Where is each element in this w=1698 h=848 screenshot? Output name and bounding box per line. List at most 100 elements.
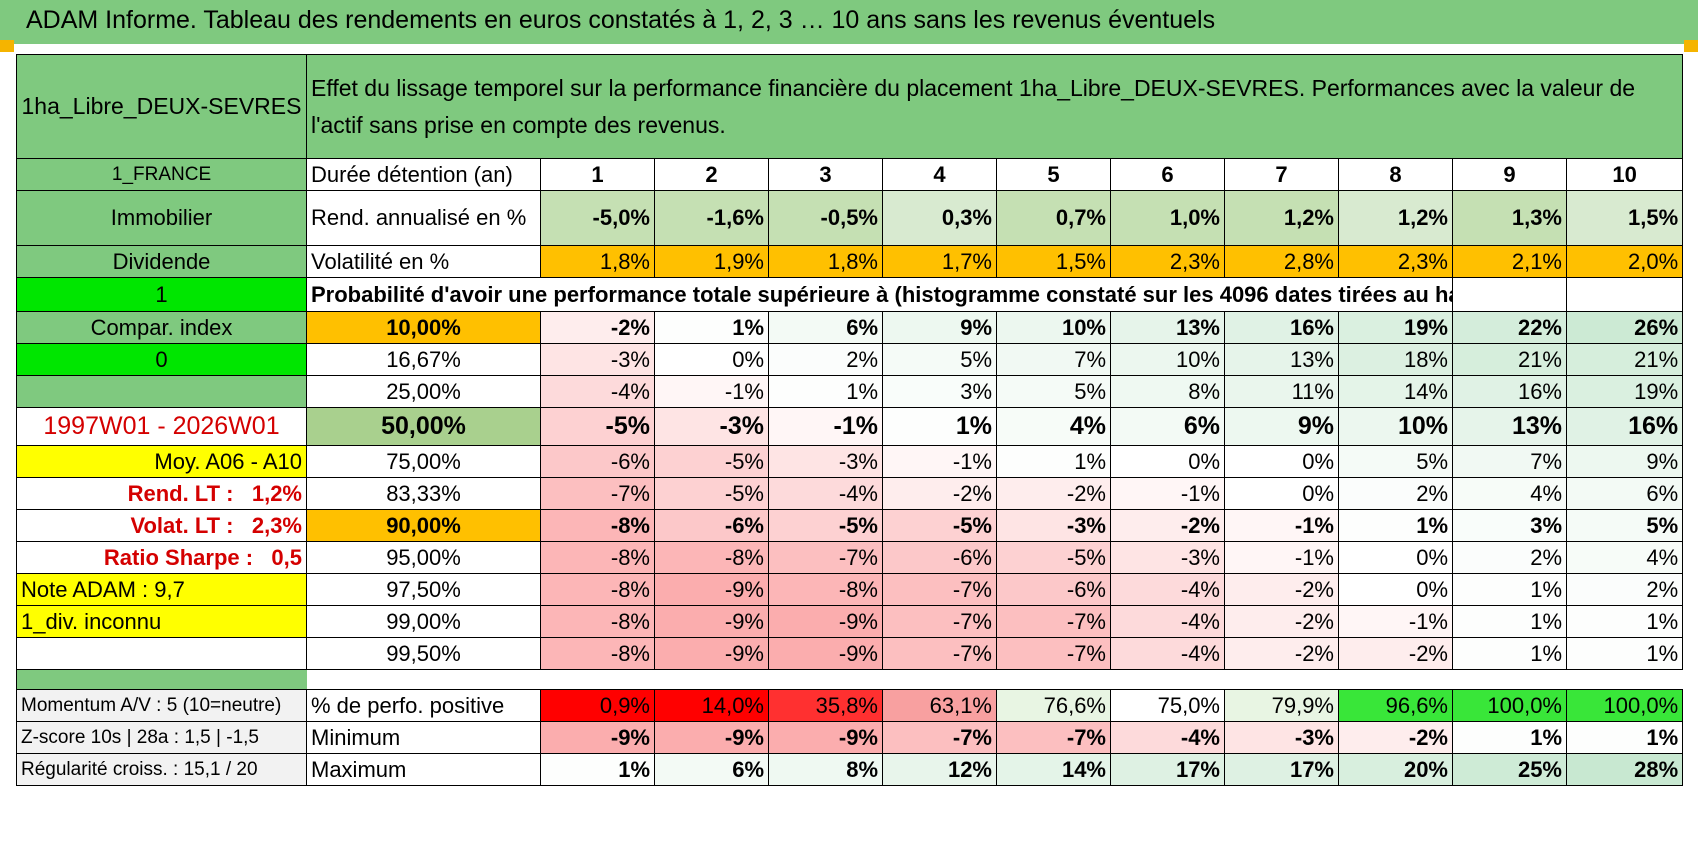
prob-threshold: 75,00% xyxy=(306,445,541,478)
year-header: 10 xyxy=(1565,158,1684,191)
prob-value: -5% xyxy=(996,541,1111,574)
spacer-row xyxy=(16,669,1683,690)
sharpe: Ratio Sharpe : 0,5 xyxy=(16,541,307,574)
prob-threshold: 99,00% xyxy=(306,605,541,638)
prob-value: -7% xyxy=(882,637,997,670)
prob-value: -9% xyxy=(654,573,769,606)
max-value: 17% xyxy=(1224,753,1339,786)
prob-value: 16% xyxy=(1565,407,1684,446)
prob-value: 1% xyxy=(1452,637,1567,670)
prob-threshold: 95,00% xyxy=(306,541,541,574)
prob-value: -1% xyxy=(768,407,883,446)
prob-value: -2% xyxy=(996,477,1111,510)
pos-value: 14,0% xyxy=(654,689,769,722)
max-value: 25% xyxy=(1452,753,1567,786)
empty-label xyxy=(16,375,307,408)
max-value: 28% xyxy=(1565,753,1684,786)
prob-value: 10% xyxy=(1338,407,1453,446)
year-header: 9 xyxy=(1452,158,1567,191)
prob-row: Volat. LT : 2,3% 90,00% -8% -6% -5% -5% -3% -2%… xyxy=(16,509,1684,542)
prob-value: -2% xyxy=(1110,509,1225,542)
prob-value: -1% xyxy=(1338,605,1453,638)
prob-value: 22% xyxy=(1452,311,1567,344)
prob-row: Note ADAM : 9,7 97,50% -8% -9% -8% -7% -6% -4% -… xyxy=(16,573,1684,606)
prob-value: 9% xyxy=(1224,407,1339,446)
prob-value: -8% xyxy=(768,573,883,606)
flag-0: 0 xyxy=(16,343,307,376)
max-value: 12% xyxy=(882,753,997,786)
prob-value: -8% xyxy=(540,573,655,606)
min-value: -7% xyxy=(996,721,1111,754)
prob-value: 0% xyxy=(1224,477,1339,510)
compar-label: Compar. index xyxy=(16,311,307,344)
year-header: 8 xyxy=(1338,158,1453,191)
prob-value: -1% xyxy=(654,375,769,408)
vol-label: Volatilité en % xyxy=(306,245,541,278)
header-row: 1ha_Libre_DEUX-SEVRES Effet du lissage te… xyxy=(16,54,1684,159)
prob-value: -4% xyxy=(1110,605,1225,638)
prob-value: 7% xyxy=(1452,445,1567,478)
pos-value: 100,0% xyxy=(1565,689,1684,722)
prob-value: 1% xyxy=(996,445,1111,478)
prob-heading-row: 1 Probabilité d'avoir une performance tot… xyxy=(16,277,1684,312)
prob-value: -2% xyxy=(1224,573,1339,606)
prob-row: 1997W01 - 2026W01 50,00% -5% -3% -1% 1% 4% 6% 9%… xyxy=(16,407,1684,446)
prob-value: 0% xyxy=(1338,573,1453,606)
pos-value: 35,8% xyxy=(768,689,883,722)
pos-value: 79,9% xyxy=(1224,689,1339,722)
prob-value: 13% xyxy=(1110,311,1225,344)
prob-value: 13% xyxy=(1452,407,1567,446)
prob-value: -1% xyxy=(1224,541,1339,574)
prob-value: -8% xyxy=(540,605,655,638)
rend-value: 0,3% xyxy=(882,190,997,246)
prob-value: 1% xyxy=(1565,605,1684,638)
vol-value: 1,9% xyxy=(654,245,769,278)
prob-value: 5% xyxy=(1565,509,1684,542)
prob-value: -4% xyxy=(1110,573,1225,606)
pos-value: 76,6% xyxy=(996,689,1111,722)
prob-value: 5% xyxy=(996,375,1111,408)
prob-value: -8% xyxy=(654,541,769,574)
prob-value: -4% xyxy=(1110,637,1225,670)
prob-value: 0% xyxy=(1110,445,1225,478)
description: Effet du lissage temporel sur la perform… xyxy=(305,54,1684,159)
prob-value: -7% xyxy=(996,605,1111,638)
min-value: -4% xyxy=(1110,721,1225,754)
pos-label: % de perfo. positive xyxy=(306,689,541,722)
max-value: 20% xyxy=(1338,753,1453,786)
prob-row: 1_div. inconnu 99,00% -8% -9% -9% -7% -7% -4% -2… xyxy=(16,605,1684,638)
year-header: 3 xyxy=(768,158,883,191)
prob-value: -2% xyxy=(1224,605,1339,638)
prob-value: 5% xyxy=(882,343,997,376)
momentum-label: Momentum A/V : 5 (10=neutre) xyxy=(16,689,307,722)
vol-value: 1,8% xyxy=(768,245,883,278)
vol-value: 1,8% xyxy=(540,245,655,278)
min-value: -9% xyxy=(654,721,769,754)
period-label: 1997W01 - 2026W01 xyxy=(16,407,307,446)
min-value: 1% xyxy=(1565,721,1684,754)
vol-value: 2,3% xyxy=(1338,245,1453,278)
corner-marker-left xyxy=(0,40,14,52)
prob-value: 11% xyxy=(1224,375,1339,408)
prob-value: -1% xyxy=(1110,477,1225,510)
prob-row: Compar. index 10,00% -2% 1% 6% 9% 10% 13% 16% 19%… xyxy=(16,311,1684,344)
rend-value: -1,6% xyxy=(654,190,769,246)
sharpe-label: Ratio Sharpe : xyxy=(103,544,254,570)
min-value: -3% xyxy=(1224,721,1339,754)
prob-row: 99,50% -8% -9% -9% -7% -7% -4% -2% -2% 1% 1% xyxy=(16,637,1684,670)
prob-value: -6% xyxy=(882,541,997,574)
prob-value: 21% xyxy=(1452,343,1567,376)
rend-value: 1,3% xyxy=(1452,190,1567,246)
prob-value: -3% xyxy=(654,407,769,446)
max-value: 6% xyxy=(654,753,769,786)
description-line1: Effet du lissage temporel sur la perform… xyxy=(311,74,1636,101)
prob-value: 10% xyxy=(996,311,1111,344)
vol-value: 2,0% xyxy=(1565,245,1684,278)
regularite-label: Régularité croiss. : 15,1 / 20 xyxy=(16,753,307,786)
prob-threshold: 25,00% xyxy=(306,375,541,408)
prob-value: 2% xyxy=(1452,541,1567,574)
corner-marker-right xyxy=(1684,40,1698,52)
prob-value: -6% xyxy=(654,509,769,542)
prob-value: -9% xyxy=(654,637,769,670)
max-value: 17% xyxy=(1110,753,1225,786)
